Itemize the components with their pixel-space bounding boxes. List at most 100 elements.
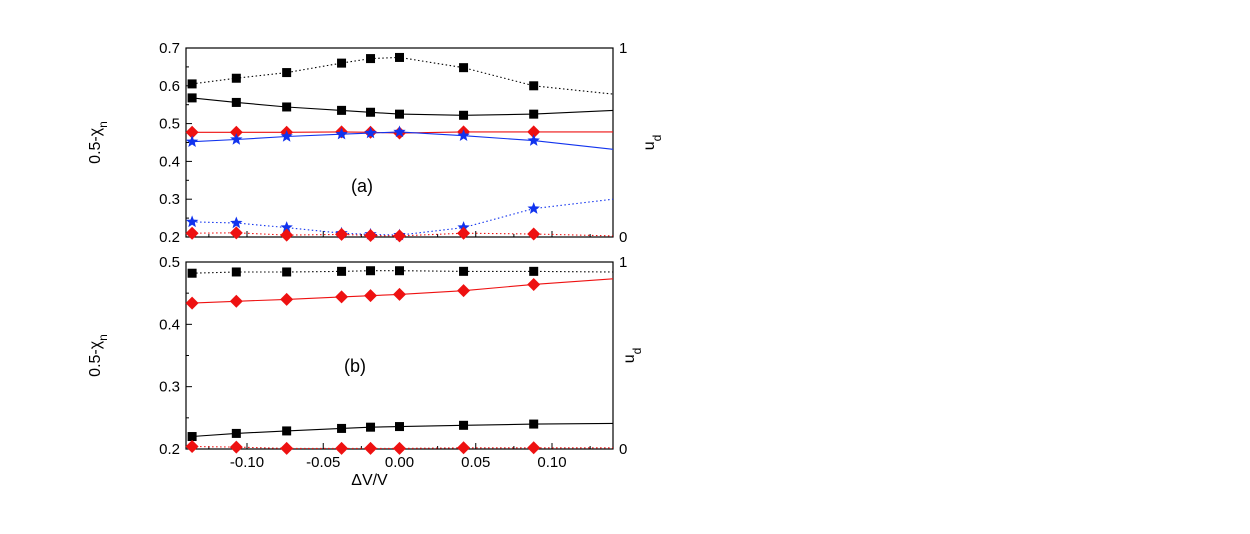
y-tick-label-left: 0.5	[159, 116, 180, 133]
marker-square	[459, 110, 469, 120]
marker-square	[282, 102, 292, 112]
marker-diamond	[280, 228, 294, 242]
y-tick-label-right: 0	[619, 229, 627, 246]
marker-square	[366, 54, 376, 64]
panel-b-series-2	[187, 419, 614, 442]
panel-a: 0.2 0.3 0.4 0.5 0.6 0.7 0 1 (a)	[159, 40, 627, 246]
marker-square	[337, 266, 347, 276]
marker-square	[337, 423, 347, 433]
y-tick-label-right: 1	[619, 254, 627, 271]
marker-square	[337, 105, 347, 115]
marker-square	[231, 267, 241, 277]
y-tick-label-left: 0.4	[159, 153, 180, 170]
x-tick-label: -0.10	[230, 454, 264, 471]
marker-diamond	[229, 294, 243, 308]
marker-square	[231, 73, 241, 83]
marker-square	[459, 420, 469, 430]
marker-star	[185, 135, 199, 147]
marker-diamond	[229, 226, 243, 240]
marker-diamond	[335, 441, 349, 455]
marker-diamond	[393, 229, 406, 243]
panel-b-series-1-line	[192, 278, 614, 304]
marker-star	[230, 133, 243, 145]
marker-diamond	[229, 440, 243, 454]
marker-square	[187, 93, 197, 103]
marker-square	[282, 426, 292, 436]
marker-square	[366, 266, 376, 276]
panel-a-ylabel-left: 0.5-χn	[87, 121, 110, 164]
panel-b-series-1	[185, 277, 614, 310]
marker-diamond	[229, 125, 243, 139]
marker-diamond	[335, 290, 349, 304]
y-tick-label-left: 0.2	[159, 229, 180, 246]
panel-b-label: (b)	[344, 356, 366, 376]
marker-diamond	[185, 440, 199, 454]
panel-b-series-0-line	[192, 270, 614, 274]
panel-a-series-5	[185, 226, 614, 243]
panel-b-ylabel-right: ud	[621, 348, 644, 364]
marker-diamond	[364, 228, 378, 242]
marker-star	[280, 130, 293, 142]
panel-b-ylabel-right-text: ud	[621, 348, 644, 364]
marker-square	[231, 97, 241, 107]
y-tick-label-left: 0.6	[159, 78, 180, 95]
marker-square	[366, 422, 376, 432]
marker-diamond	[527, 277, 541, 291]
y-tick-label-left: 0.4	[159, 316, 180, 333]
marker-diamond	[185, 125, 199, 139]
marker-diamond	[364, 441, 378, 455]
marker-star	[280, 221, 293, 233]
x-tick-label: 0.10	[537, 454, 566, 471]
marker-diamond	[185, 226, 199, 240]
marker-square	[282, 267, 292, 277]
marker-square	[366, 107, 376, 117]
marker-diamond	[364, 289, 378, 303]
marker-star	[527, 202, 540, 214]
marker-square	[282, 68, 292, 78]
marker-square	[395, 422, 404, 432]
marker-diamond	[527, 441, 541, 455]
marker-square	[459, 63, 469, 73]
marker-diamond	[393, 287, 406, 301]
panel-a-ylabel-right: ud	[641, 135, 664, 151]
marker-square	[187, 432, 197, 442]
panel-b-series-3-line	[192, 445, 613, 449]
panel-b-series-3	[185, 440, 613, 455]
panel-b-series-0	[187, 266, 614, 278]
panel-a-series-4-line	[192, 198, 614, 236]
marker-diamond	[185, 296, 199, 310]
marker-diamond	[457, 284, 471, 298]
marker-star	[230, 216, 243, 229]
marker-square	[395, 52, 404, 62]
marker-star	[335, 127, 348, 140]
panel-a-series-1	[187, 93, 614, 120]
marker-diamond	[335, 227, 349, 241]
marker-square	[529, 266, 539, 276]
panel-a-label: (a)	[351, 176, 373, 196]
marker-square	[337, 58, 347, 68]
marker-square	[529, 419, 539, 429]
marker-square	[187, 268, 197, 278]
y-tick-label-left: 0.2	[159, 441, 180, 458]
x-axis-label: ΔV/V	[351, 472, 388, 489]
marker-diamond	[280, 292, 294, 306]
y-tick-label-left: 0.5	[159, 254, 180, 271]
panel-a-series-3	[185, 125, 614, 150]
panel-a-ylabel-left-text: 0.5-χn	[87, 121, 110, 164]
marker-square	[529, 109, 539, 119]
panel-a-series-5-line	[192, 232, 614, 237]
marker-diamond	[527, 227, 541, 241]
marker-square	[529, 81, 539, 91]
marker-star	[393, 125, 406, 138]
panel-b: 0.2 0.3 0.4 0.5 0 1 -0.10 -0.05 0.00 0.05 0.10 ΔV/V…	[159, 254, 627, 489]
y-tick-label-right: 1	[619, 40, 627, 57]
marker-diamond	[457, 226, 471, 240]
panel-a-ylabel-right-text: ud	[641, 135, 664, 151]
y-tick-label-left: 0.3	[159, 191, 180, 208]
marker-star	[364, 126, 377, 139]
marker-diamond	[457, 441, 471, 455]
y-tick-label-left: 0.3	[159, 379, 180, 396]
y-tick-label-left: 0.7	[159, 40, 180, 57]
